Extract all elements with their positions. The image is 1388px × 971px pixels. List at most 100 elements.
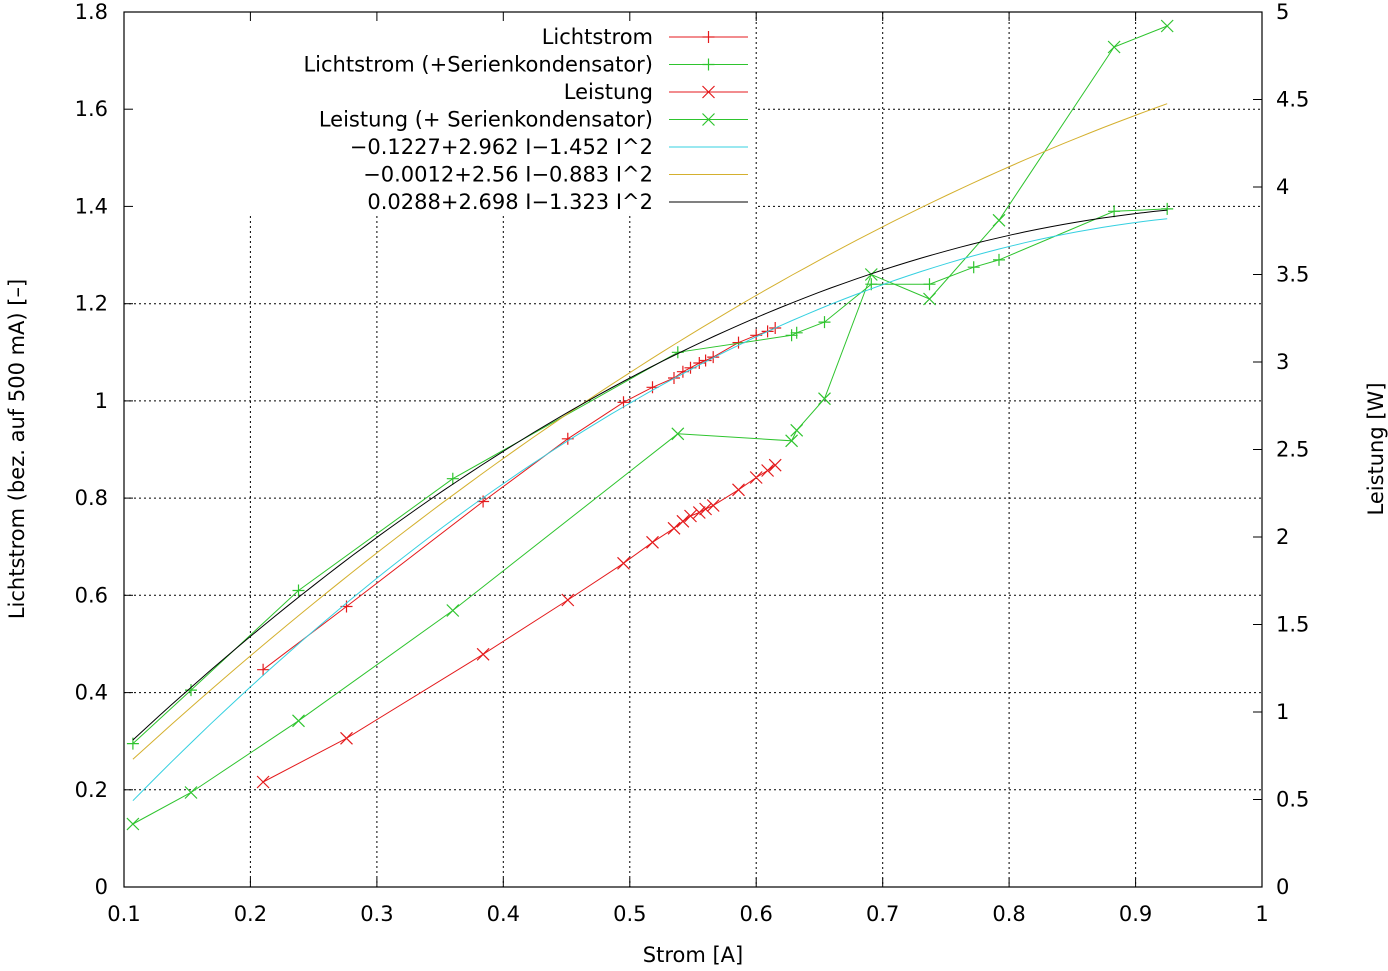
data-point <box>671 346 684 359</box>
y-tick-label: 0.4 <box>75 681 108 705</box>
data-point <box>732 483 745 497</box>
series-3 <box>256 458 782 789</box>
x-axis-label: Strom [A] <box>643 943 743 967</box>
y2-tick-label: 1 <box>1276 700 1289 724</box>
x-tick-label: 0.2 <box>234 902 267 926</box>
data-point <box>1160 19 1174 33</box>
y-axis-label: Lichtstrom (bez. auf 500 mA) [–] <box>5 279 29 619</box>
legend-item: 0.0288+2.698 I−1.323 I^2 <box>367 190 748 214</box>
x-tick-label: 0.5 <box>613 902 646 926</box>
data-point <box>446 472 459 485</box>
data-point <box>667 521 681 535</box>
axis-ticks: 0.1 0.2 0.3 0.4 0.5 0.6 0.7 0.8 0.9 100.20.40.60.… <box>75 0 1310 926</box>
series-6 <box>132 103 1168 760</box>
data-point <box>707 351 720 364</box>
series-5 <box>132 218 1168 802</box>
series-2 <box>126 202 1174 750</box>
y2-tick-label: 3.5 <box>1276 263 1309 287</box>
legend: Lichtstrom Lichtstrom (+Serienkondensator… <box>303 25 748 214</box>
y2-tick-label: 5 <box>1276 0 1289 24</box>
legend-item: Lichtstrom (+Serienkondensator) <box>303 53 748 77</box>
series-line <box>262 327 776 671</box>
data-point <box>184 786 198 799</box>
y2-tick-label: 3 <box>1276 350 1289 374</box>
data-point <box>768 458 782 472</box>
data-point <box>676 514 690 528</box>
x-tick-label: 0.4 <box>487 902 520 926</box>
data-point <box>699 354 712 367</box>
series-line <box>262 464 776 783</box>
y-tick-label: 0 <box>95 875 108 899</box>
data-point <box>126 817 140 831</box>
plot-area <box>126 19 1174 831</box>
data-point <box>340 731 353 745</box>
legend-item: −0.0012+2.56 I−0.883 I^2 <box>363 163 748 187</box>
data-point <box>684 509 697 523</box>
legend-label: Leistung <box>564 80 653 104</box>
data-point <box>617 556 630 570</box>
data-point <box>256 775 270 789</box>
x-tick-label: 0.7 <box>866 902 899 926</box>
legend-marker <box>702 58 715 71</box>
legend-marker <box>702 113 715 126</box>
legend-item: Leistung (+ Serienkondensator) <box>319 108 748 132</box>
legend-item: Lichtstrom <box>542 25 748 49</box>
data-point <box>790 326 803 339</box>
y2-tick-label: 4 <box>1276 175 1289 199</box>
legend-label: Lichtstrom <box>542 25 653 49</box>
y2-tick-label: 1.5 <box>1276 613 1309 637</box>
legend-label: −0.0012+2.56 I−0.883 I^2 <box>363 163 653 187</box>
y-tick-label: 0.6 <box>75 583 108 607</box>
data-point <box>617 396 630 409</box>
data-point <box>185 684 197 697</box>
x-tick-label: 0.1 <box>107 902 140 926</box>
data-point <box>1107 40 1121 54</box>
y-tick-label: 1.2 <box>75 292 108 316</box>
y-tick-label: 1.8 <box>75 0 108 24</box>
data-point <box>671 427 685 441</box>
x-tick-label: 0.8 <box>992 902 1025 926</box>
y2-tick-label: 2 <box>1276 525 1289 549</box>
legend-label: 0.0288+2.698 I−1.323 I^2 <box>367 190 653 214</box>
data-point <box>699 502 713 516</box>
legend-label: Lichtstrom (+Serienkondensator) <box>303 53 653 77</box>
series-4 <box>126 19 1174 831</box>
data-point <box>785 434 799 448</box>
data-point <box>818 316 831 329</box>
data-point <box>257 663 270 676</box>
data-point <box>561 593 575 607</box>
data-point <box>818 392 831 406</box>
data-point <box>761 464 775 477</box>
y2-tick-label: 2.5 <box>1276 438 1309 462</box>
legend-marker <box>702 85 715 99</box>
y2-axis-label: Leistung [W] <box>1364 382 1388 515</box>
data-point <box>967 261 980 274</box>
data-point <box>864 268 878 281</box>
y-tick-label: 0.2 <box>75 778 108 802</box>
legend-marker <box>702 31 715 43</box>
data-point <box>993 253 1005 266</box>
data-point <box>706 499 720 512</box>
data-point <box>923 278 936 291</box>
data-point <box>1161 202 1174 215</box>
x-tick-label: 1 <box>1255 902 1268 926</box>
series-line <box>132 208 1168 744</box>
x-tick-label: 0.6 <box>739 902 772 926</box>
y-tick-label: 1.6 <box>75 97 108 121</box>
y-tick-label: 0.8 <box>75 486 108 510</box>
data-point <box>790 423 804 437</box>
data-point <box>446 604 460 617</box>
legend-label: −0.1227+2.962 I−1.452 I^2 <box>350 135 653 159</box>
y2-tick-label: 0 <box>1276 875 1289 899</box>
legend-item: −0.1227+2.962 I−1.452 I^2 <box>350 135 748 159</box>
data-point <box>992 213 1006 227</box>
data-point <box>1108 205 1121 218</box>
data-point <box>292 714 305 728</box>
data-point <box>785 329 798 342</box>
y-tick-label: 1.4 <box>75 194 108 218</box>
data-point <box>292 584 305 597</box>
y2-tick-label: 4.5 <box>1276 88 1309 112</box>
series-7 <box>132 209 1168 741</box>
data-point <box>646 535 659 549</box>
